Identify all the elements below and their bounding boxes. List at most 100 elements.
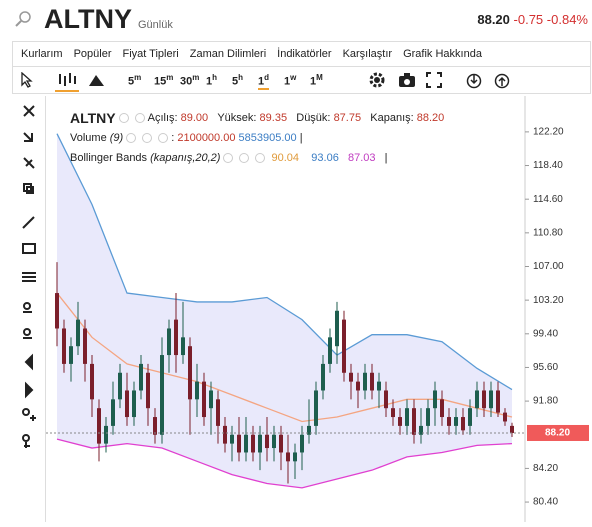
candle-body (146, 372, 150, 409)
candle-body (251, 434, 255, 453)
timeframe-value: 30 (180, 75, 193, 88)
fullscreen-icon[interactable] (426, 72, 442, 88)
y-tick-label: 122.20 (533, 127, 564, 138)
timeframe[interactable]: 30m (180, 73, 199, 88)
timeframe-value: 1 (206, 75, 213, 88)
value: 90.04 (271, 152, 300, 164)
candle-body (300, 434, 304, 453)
candle-body (216, 399, 220, 426)
candle-body (286, 452, 290, 462)
candle-body (69, 346, 73, 364)
timeframe[interactable]: 5h (232, 73, 243, 88)
symbol: ALTNY (44, 4, 132, 34)
timeframe[interactable]: 1w (284, 73, 296, 88)
timeframe-value: 1 (258, 75, 265, 88)
candle-body (230, 434, 234, 444)
candle-type-icon[interactable] (55, 70, 79, 92)
y-tick-label: 114.60 (533, 194, 563, 205)
candle-body (153, 417, 157, 435)
label: Açılış: (147, 112, 178, 124)
timeframe-unit: h (238, 73, 244, 82)
timeframe-unit: m (192, 73, 200, 82)
candle-body (258, 434, 262, 453)
timeframe[interactable]: 5m (128, 73, 141, 88)
candle-body (174, 319, 178, 356)
candle-body (398, 417, 402, 426)
candle-body (440, 399, 444, 418)
legend-volume: Volume (9): 2100000.00 5853905.00 | (70, 132, 303, 144)
candle-body (62, 328, 66, 364)
candle-body (55, 293, 59, 329)
param: (kapanış,20,2) (150, 152, 221, 164)
param: (9) (109, 132, 124, 144)
value: 87.03 (347, 152, 376, 164)
candle-body (272, 434, 276, 449)
timeframe[interactable]: 1M (310, 73, 323, 88)
legend-bb: Bollinger Bands (kapanış,20,2) 90.04 93.… (70, 152, 388, 164)
candle-body (412, 408, 416, 435)
label: Volume (70, 132, 107, 144)
band-upper (56, 133, 513, 391)
download-icon[interactable] (465, 71, 483, 89)
candle-body (139, 363, 143, 391)
candle-body (349, 372, 353, 382)
price: 88.20 (477, 12, 510, 27)
legend: ALTNY Açılış: 89.00 Yüksek: 89.35 Düşük:… (70, 108, 444, 168)
quote: 88.20 -0.75 -0.84% (477, 12, 588, 27)
candle-body (223, 425, 227, 444)
camera-icon[interactable] (398, 72, 416, 88)
timeframe-unit: M (316, 73, 323, 82)
area-type-icon[interactable] (88, 72, 106, 88)
candle-body (342, 319, 346, 373)
candle-body (496, 390, 500, 413)
candle-body (454, 417, 458, 426)
candle-body (377, 381, 381, 391)
last-price-box (527, 424, 589, 441)
drawing-tools[interactable] (12, 96, 45, 522)
candle-body (370, 372, 374, 391)
candle-body (335, 310, 339, 347)
candle-body (384, 390, 388, 409)
candle-body (195, 381, 199, 400)
candle-body (188, 346, 192, 400)
candle-body (482, 390, 486, 409)
candle-body (426, 408, 430, 426)
menu-item[interactable]: Fiyat Tipleri (122, 48, 179, 60)
menu-item[interactable]: İndikatörler (277, 48, 332, 60)
upload-icon[interactable] (493, 71, 511, 89)
candle-body (447, 417, 451, 426)
menu-item[interactable]: Popüler (73, 48, 112, 60)
menu-item[interactable]: Karşılaştır (342, 48, 393, 60)
value: 2100000.00 (177, 132, 236, 144)
candle-body (132, 390, 136, 418)
candle-body (321, 363, 325, 391)
timeframe[interactable]: 1d (258, 73, 270, 90)
value: 5853905.00 (238, 132, 297, 144)
candle-body (237, 434, 241, 453)
timeframe[interactable]: 1h (206, 73, 217, 88)
value: 88.20 (416, 112, 445, 124)
y-tick-label: 95.60 (533, 362, 558, 373)
menu-item[interactable]: Zaman Dilimleri (189, 48, 267, 60)
y-tick-label: 91.80 (533, 396, 558, 407)
menu-item[interactable]: Grafik Hakkında (403, 48, 482, 60)
timeframe-unit: h (212, 73, 218, 82)
timeframe-unit: w (290, 73, 297, 82)
timeframe[interactable]: 15m (154, 73, 173, 88)
candle-body (356, 381, 360, 391)
band-fill (57, 133, 512, 488)
chart: 122.20 118.40 114.60 110.80 107.00 103.20 99.4… (46, 96, 589, 522)
menu-item[interactable]: Kurlarım (21, 48, 63, 60)
candle-body (405, 408, 409, 426)
candle-body (475, 390, 479, 409)
cursor-icon[interactable] (19, 72, 33, 88)
y-tick-label: 84.20 (533, 463, 558, 474)
label: Yüksek: (217, 112, 257, 124)
search-icon[interactable] (14, 9, 34, 29)
candle-body (104, 425, 108, 444)
candle-body (83, 328, 87, 364)
y-tick-label: 103.20 (533, 295, 564, 306)
settings-icon[interactable] (368, 71, 386, 89)
value: 87.75 (333, 112, 362, 124)
timeframe-value: 1 (284, 75, 291, 88)
